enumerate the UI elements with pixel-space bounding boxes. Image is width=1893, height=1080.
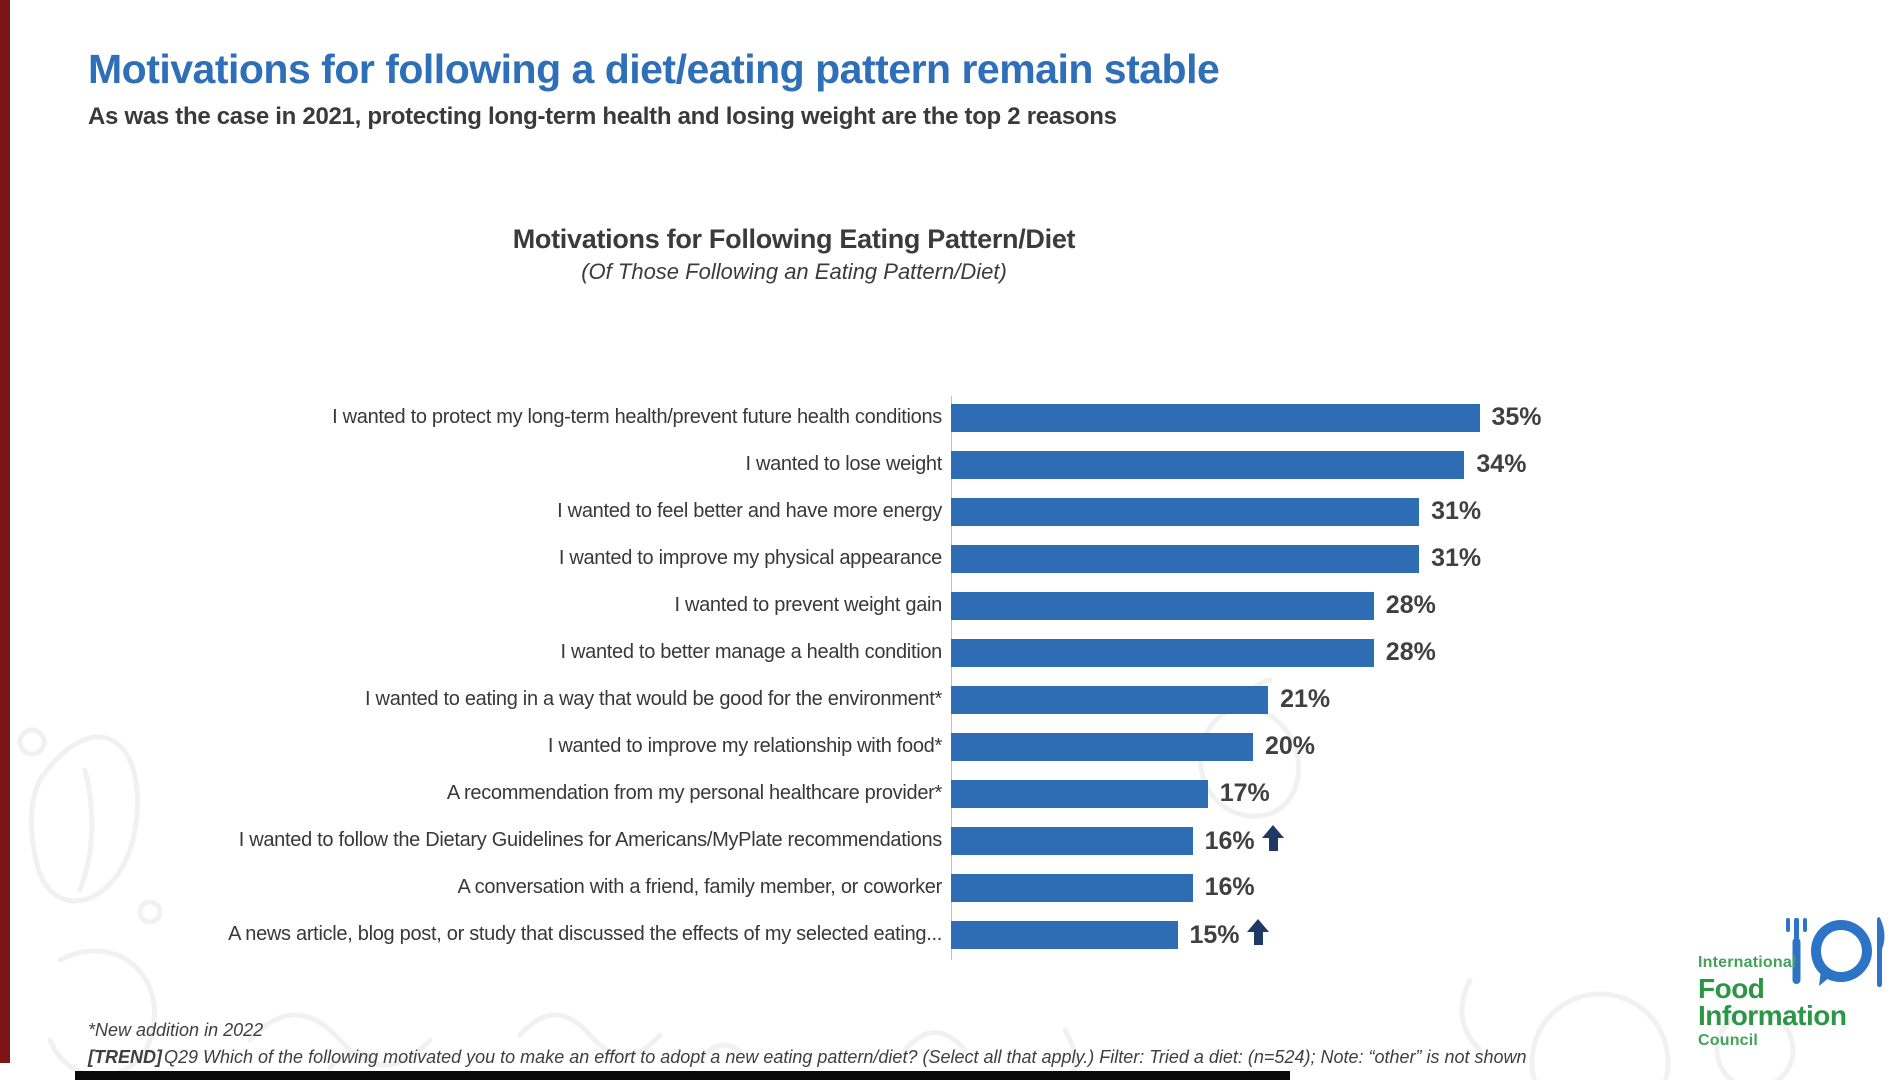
bar-value: 31% <box>1431 497 1482 525</box>
bar-value: 34% <box>1476 450 1527 478</box>
fork-plate-knife-icon <box>1786 917 1885 987</box>
bar-value: 16% <box>1204 873 1255 901</box>
bar-label: I wanted to eating in a way that would b… <box>365 688 942 710</box>
bar-value: 21% <box>1280 685 1331 713</box>
bar-label: I wanted to follow the Dietary Guideline… <box>238 829 943 851</box>
chart-row: I wanted to prevent weight gain 28% <box>88 582 1788 629</box>
bar <box>951 779 1208 808</box>
bar <box>951 685 1269 714</box>
bar-value: 31% <box>1431 544 1482 572</box>
bar-value: 28% <box>1385 638 1436 666</box>
bar <box>951 450 1465 479</box>
chart-row: I wanted to eating in a way that would b… <box>88 676 1788 723</box>
chart-axis-line <box>951 396 952 960</box>
chart-row: I wanted to lose weight 34% <box>88 441 1788 488</box>
chart-row: I wanted to follow the Dietary Guideline… <box>88 817 1788 864</box>
bar <box>951 873 1193 902</box>
chart-rows: I wanted to protect my long-term health/… <box>88 394 1788 958</box>
chart-row: I wanted to protect my long-term health/… <box>88 394 1788 441</box>
bar <box>951 732 1253 761</box>
footnote-question: [TREND] Q29 Which of the following motiva… <box>88 1047 1588 1068</box>
bar-value: 17% <box>1219 779 1270 807</box>
logo-information: Information <box>1698 1000 1847 1031</box>
chart-row: A news article, blog post, or study that… <box>88 911 1788 958</box>
chart-row: A conversation with a friend, family mem… <box>88 864 1788 911</box>
bar-value: 15% <box>1190 919 1270 950</box>
logo-international: International <box>1698 954 1797 971</box>
chart-row: I wanted to better manage a health condi… <box>88 629 1788 676</box>
bar-label: A recommendation from my personal health… <box>446 782 942 804</box>
bar-label: I wanted to lose weight <box>745 453 942 475</box>
bar-label: A news article, blog post, or study that… <box>228 923 942 945</box>
footnote-question-text: Q29 Which of the following motivated you… <box>164 1047 1527 1067</box>
bar-label: I wanted to protect my long-term health/… <box>332 406 942 428</box>
bar <box>951 591 1374 620</box>
bar-value: 35% <box>1491 403 1542 431</box>
chart-row: I wanted to feel better and have more en… <box>88 488 1788 535</box>
trend-tag: [TREND] <box>88 1047 162 1067</box>
bar <box>951 544 1420 573</box>
slide-title: Motivations for following a diet/eating … <box>88 46 1220 92</box>
chart-row: I wanted to improve my relationship with… <box>88 723 1788 770</box>
logo-council: Council <box>1698 1032 1759 1049</box>
trend-up-arrow-icon <box>1261 825 1285 852</box>
bar-value: 28% <box>1385 591 1436 619</box>
chart-row: I wanted to improve my physical appearan… <box>88 535 1788 582</box>
logo-food: Food <box>1698 973 1765 1004</box>
chart-subtitle: (Of Those Following an Eating Pattern/Di… <box>581 259 1007 284</box>
chart-title: Motivations for Following Eating Pattern… <box>512 224 1076 254</box>
chart-row: A recommendation from my personal health… <box>88 770 1788 817</box>
bar-value: 20% <box>1265 732 1316 760</box>
bar-label: A conversation with a friend, family mem… <box>457 876 942 898</box>
bar-label: I wanted to improve my physical appearan… <box>558 547 942 569</box>
bar-label: I wanted to feel better and have more en… <box>557 500 942 522</box>
bar <box>951 826 1193 855</box>
bar-label: I wanted to better manage a health condi… <box>560 641 942 663</box>
bar <box>951 920 1178 949</box>
bottom-border-bar <box>75 1071 1290 1080</box>
footnote-new-addition: *New addition in 2022 <box>88 1020 264 1040</box>
bar <box>951 403 1480 432</box>
bar <box>951 497 1420 526</box>
trend-up-arrow-icon <box>1246 919 1270 946</box>
left-edge-stripe <box>0 0 10 1063</box>
bar-label: I wanted to prevent weight gain <box>674 594 942 616</box>
bar-value: 16% <box>1205 825 1285 856</box>
bar <box>951 638 1374 667</box>
bar-label: I wanted to improve my relationship with… <box>547 735 942 757</box>
slide-subtitle: As was the case in 2021, protecting long… <box>88 103 1117 130</box>
